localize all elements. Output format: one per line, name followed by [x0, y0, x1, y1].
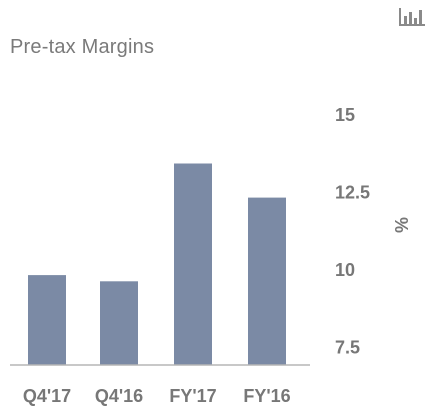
y-tick-label-2: 12.5: [335, 182, 370, 202]
x-tick-label-0: Q4'17: [23, 386, 71, 406]
y-tick-label-0: 7.5: [335, 337, 360, 357]
x-tick-labels: Q4'17 Q4'16 FY'17 FY'16: [23, 386, 291, 406]
chart-title: Pre-tax Margins: [10, 36, 155, 58]
y-tick-label-3: 15: [335, 105, 355, 125]
bars-group: [28, 163, 286, 366]
y-tick-labels: 7.5 10 12.5 15: [335, 105, 370, 357]
x-tick-label-1: Q4'16: [95, 386, 143, 406]
bar-chart-icon[interactable]: [397, 6, 427, 28]
bar-3[interactable]: [248, 197, 286, 365]
x-tick-label-3: FY'16: [243, 386, 290, 406]
bar-0[interactable]: [28, 275, 66, 365]
bar-2[interactable]: [174, 163, 212, 366]
x-tick-label-2: FY'17: [169, 386, 216, 406]
bar-1[interactable]: [100, 281, 138, 365]
y-tick-label-1: 10: [335, 260, 355, 280]
y-axis-unit-label: %: [392, 217, 412, 233]
